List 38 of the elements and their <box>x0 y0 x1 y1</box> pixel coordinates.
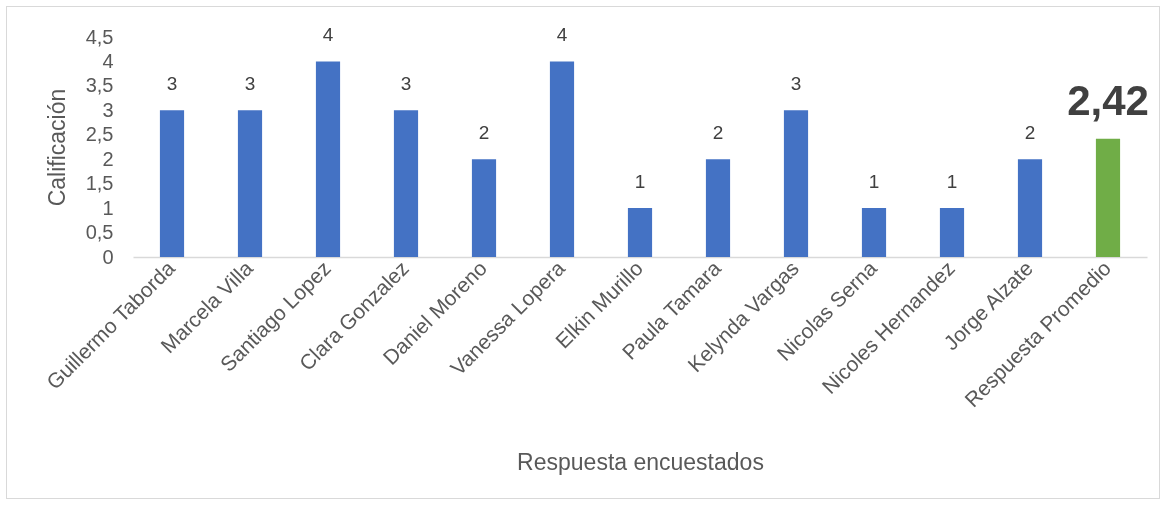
bar <box>705 159 731 257</box>
x-axis-title: Respuesta encuestados <box>517 448 764 475</box>
data-label: 4 <box>322 24 334 46</box>
bar <box>393 110 419 257</box>
data-label: 2 <box>478 122 490 144</box>
data-label: 1 <box>634 171 646 193</box>
data-label: 1 <box>868 171 880 193</box>
y-tick-label: 1 <box>102 196 114 219</box>
y-axis-title: Calificación <box>43 88 70 207</box>
data-label: 2 <box>1024 122 1036 144</box>
bar <box>783 110 809 257</box>
bar <box>237 110 263 257</box>
data-label: 3 <box>244 73 256 95</box>
data-label: 3 <box>790 73 802 95</box>
bar <box>1017 159 1043 257</box>
y-tick-label: 4,5 <box>85 25 114 48</box>
bar <box>471 159 497 257</box>
data-label: 1 <box>946 171 958 193</box>
bar <box>1095 138 1121 257</box>
data-label: 4 <box>556 24 568 46</box>
data-label: 2 <box>712 122 724 144</box>
data-label: 2,42 <box>1067 76 1149 124</box>
bar <box>159 110 185 257</box>
y-tick-label: 0,5 <box>85 221 114 244</box>
bar <box>315 61 341 257</box>
y-tick-label: 1,5 <box>85 172 114 195</box>
bar <box>861 208 887 257</box>
data-label: 3 <box>400 73 412 95</box>
bar <box>939 208 965 257</box>
y-tick-label: 2,5 <box>85 123 114 146</box>
data-label: 3 <box>166 73 178 95</box>
y-tick-label: 3,5 <box>85 74 114 97</box>
y-tick-label: 0 <box>102 245 114 268</box>
bar <box>627 208 653 257</box>
y-tick-label: 4 <box>102 49 114 72</box>
y-tick-label: 2 <box>102 147 114 170</box>
bar <box>549 61 575 257</box>
y-tick-label: 3 <box>102 98 114 121</box>
